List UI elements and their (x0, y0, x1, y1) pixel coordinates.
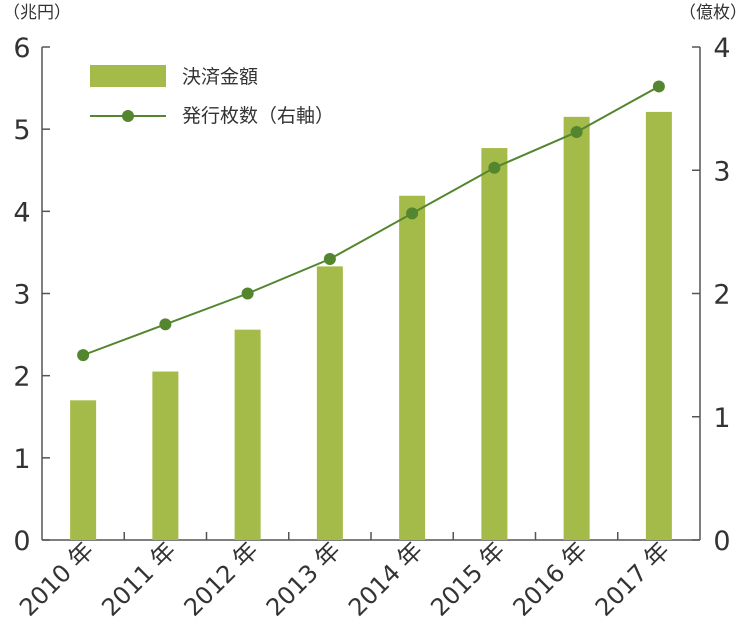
x-tick-label: 2016 年 (508, 536, 593, 621)
left-tick-label: 0 (13, 526, 30, 557)
left-tick-label: 4 (13, 197, 30, 228)
x-tick-label: 2012 年 (179, 536, 264, 621)
right-tick-label: 4 (713, 33, 730, 64)
bar (234, 329, 261, 540)
line-point (652, 80, 665, 93)
left-tick-label: 2 (13, 362, 30, 393)
left-tick-label: 3 (13, 280, 30, 311)
legend-line-marker (122, 110, 134, 122)
line-point (323, 252, 336, 265)
x-tick-label: 2017 年 (590, 536, 675, 621)
line-point (570, 126, 583, 139)
line-point (241, 287, 254, 300)
left-tick-label: 5 (13, 115, 30, 146)
line-point (159, 318, 172, 331)
line-path (82, 85, 660, 357)
legend-bar-label: 決済金額 (182, 66, 258, 88)
left-tick-label: 1 (13, 444, 30, 475)
x-tick-label: 2015 年 (425, 536, 510, 621)
bar (70, 400, 97, 540)
right-axis-unit: （億枚） (679, 3, 747, 23)
right-tick-label: 3 (713, 156, 730, 187)
right-tick-label: 0 (713, 526, 730, 557)
line-points (77, 80, 665, 362)
line-point (77, 349, 90, 362)
x-tick-label: 2014 年 (343, 536, 428, 621)
bar (563, 116, 590, 540)
line-point (488, 161, 501, 174)
left-tick-label: 6 (13, 33, 30, 64)
x-tick-label: 2011 年 (96, 536, 181, 621)
legend-bar-swatch (90, 65, 166, 87)
line-point (406, 207, 419, 220)
bar (645, 111, 672, 540)
axes (41, 46, 701, 541)
right-tick-label: 1 (713, 403, 730, 434)
bars (70, 111, 672, 540)
bar (481, 148, 508, 540)
legend-line-label: 発行枚数（右軸） (182, 105, 334, 127)
bar (152, 371, 179, 540)
left-axis-unit: （兆円） (3, 3, 71, 23)
x-tick-label: 2013 年 (261, 536, 346, 621)
line-series (82, 85, 660, 357)
legend: 決済金額 発行枚数（右軸） (90, 65, 334, 127)
bar (399, 195, 426, 540)
right-tick-label: 2 (713, 280, 730, 311)
bar (316, 266, 343, 540)
